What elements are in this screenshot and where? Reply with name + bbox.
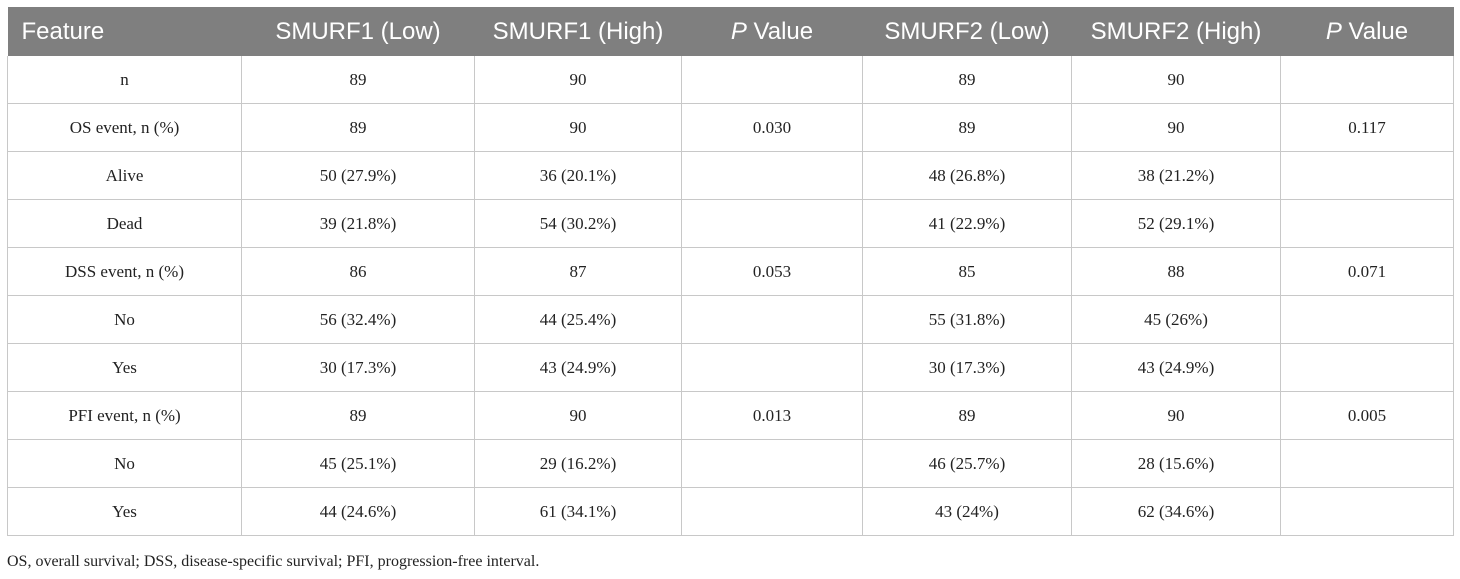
- table-cell: 28 (15.6%): [1071, 439, 1281, 488]
- header-smurf1-low: SMURF1 (Low): [241, 7, 475, 56]
- table-cell: 87: [474, 247, 682, 296]
- table-cell: 90: [1071, 103, 1281, 152]
- header-p-value-1: P Value: [681, 7, 863, 56]
- table-cell: 52 (29.1%): [1071, 199, 1281, 248]
- table-footnote: OS, overall survival; DSS, disease-speci…: [7, 553, 540, 570]
- table-cell: 38 (21.2%): [1071, 151, 1281, 200]
- table-body: n 89 90 89 90 OS event, n (%) 89 90 0.030 89 90 0.1…: [7, 56, 1454, 536]
- table-cell: 55 (31.8%): [862, 295, 1072, 344]
- table-cell: 43 (24.9%): [474, 343, 682, 392]
- table-cell: Dead: [7, 199, 242, 248]
- table-cell: 39 (21.8%): [241, 199, 475, 248]
- table-container: Feature SMURF1 (Low) SMURF1 (High) P Val…: [7, 7, 1454, 536]
- table-cell: [1280, 487, 1454, 536]
- table-cell: 90: [474, 391, 682, 440]
- table-row: Dead 39 (21.8%) 54 (30.2%) 41 (22.9%) 52 (29…: [7, 199, 1454, 248]
- table-cell: 44 (24.6%): [241, 487, 475, 536]
- table-cell: 43 (24.9%): [1071, 343, 1281, 392]
- table-cell: 89: [241, 56, 475, 104]
- header-smurf1-high: SMURF1 (High): [474, 7, 682, 56]
- table-cell: 89: [241, 391, 475, 440]
- table-cell: [681, 343, 863, 392]
- survival-table: Feature SMURF1 (Low) SMURF1 (High) P Val…: [7, 7, 1454, 536]
- table-cell: 62 (34.6%): [1071, 487, 1281, 536]
- table-cell: 50 (27.9%): [241, 151, 475, 200]
- table-row: Alive 50 (27.9%) 36 (20.1%) 48 (26.8%) 38 (2…: [7, 151, 1454, 200]
- table-cell: 88: [1071, 247, 1281, 296]
- header-smurf2-high: SMURF2 (High): [1071, 7, 1281, 56]
- table-cell: [681, 151, 863, 200]
- table-cell: 46 (25.7%): [862, 439, 1072, 488]
- table-row: Yes 30 (17.3%) 43 (24.9%) 30 (17.3%) 43 (24.…: [7, 343, 1454, 392]
- header-row: Feature SMURF1 (Low) SMURF1 (High) P Val…: [7, 7, 1454, 56]
- table-cell: [1280, 151, 1454, 200]
- table-cell: 89: [862, 103, 1072, 152]
- table-row: No 56 (32.4%) 44 (25.4%) 55 (31.8%) 45 (26%): [7, 295, 1454, 344]
- table-cell: 36 (20.1%): [474, 151, 682, 200]
- table-cell: Yes: [7, 343, 242, 392]
- table-row: Yes 44 (24.6%) 61 (34.1%) 43 (24%) 62 (34.6%…: [7, 487, 1454, 536]
- table-cell: 61 (34.1%): [474, 487, 682, 536]
- table-cell: 86: [241, 247, 475, 296]
- table-cell: [681, 295, 863, 344]
- table-cell: 89: [862, 56, 1072, 104]
- table-cell: 54 (30.2%): [474, 199, 682, 248]
- table-cell: [1280, 439, 1454, 488]
- table-cell: 85: [862, 247, 1072, 296]
- table-header: Feature SMURF1 (Low) SMURF1 (High) P Val…: [7, 7, 1454, 56]
- table-row: PFI event, n (%) 89 90 0.013 89 90 0.005: [7, 391, 1454, 440]
- table-cell: 0.013: [681, 391, 863, 440]
- table-cell: 89: [862, 391, 1072, 440]
- table-cell: Alive: [7, 151, 242, 200]
- table-cell: 0.005: [1280, 391, 1454, 440]
- table-cell: 44 (25.4%): [474, 295, 682, 344]
- table-cell: 0.053: [681, 247, 863, 296]
- table-cell: [1280, 56, 1454, 104]
- table-cell: 41 (22.9%): [862, 199, 1072, 248]
- table-cell: [1280, 295, 1454, 344]
- table-cell: [681, 439, 863, 488]
- table-cell: 90: [474, 56, 682, 104]
- table-cell: 89: [241, 103, 475, 152]
- table-cell: 29 (16.2%): [474, 439, 682, 488]
- table-cell: n: [7, 56, 242, 104]
- table-cell: No: [7, 295, 242, 344]
- table-cell: OS event, n (%): [7, 103, 242, 152]
- table-cell: 0.071: [1280, 247, 1454, 296]
- table-cell: 45 (25.1%): [241, 439, 475, 488]
- table-cell: No: [7, 439, 242, 488]
- table-cell: 30 (17.3%): [241, 343, 475, 392]
- table-row: DSS event, n (%) 86 87 0.053 85 88 0.071: [7, 247, 1454, 296]
- table-row: No 45 (25.1%) 29 (16.2%) 46 (25.7%) 28 (15.6…: [7, 439, 1454, 488]
- table-cell: [1280, 343, 1454, 392]
- table-cell: 0.030: [681, 103, 863, 152]
- table-cell: 90: [474, 103, 682, 152]
- table-row: OS event, n (%) 89 90 0.030 89 90 0.117: [7, 103, 1454, 152]
- table-cell: Yes: [7, 487, 242, 536]
- table-cell: [681, 56, 863, 104]
- table-cell: 45 (26%): [1071, 295, 1281, 344]
- table-cell: DSS event, n (%): [7, 247, 242, 296]
- table-cell: PFI event, n (%): [7, 391, 242, 440]
- header-feature: Feature: [7, 7, 242, 56]
- table-cell: 90: [1071, 56, 1281, 104]
- table-row: n 89 90 89 90: [7, 56, 1454, 104]
- header-smurf2-low: SMURF2 (Low): [862, 7, 1072, 56]
- table-cell: [681, 199, 863, 248]
- table-cell: 0.117: [1280, 103, 1454, 152]
- header-p-value-2: P Value: [1280, 7, 1454, 56]
- table-cell: [681, 487, 863, 536]
- table-cell: 48 (26.8%): [862, 151, 1072, 200]
- table-cell: 90: [1071, 391, 1281, 440]
- table-cell: 56 (32.4%): [241, 295, 475, 344]
- table-cell: 43 (24%): [862, 487, 1072, 536]
- table-cell: [1280, 199, 1454, 248]
- table-cell: 30 (17.3%): [862, 343, 1072, 392]
